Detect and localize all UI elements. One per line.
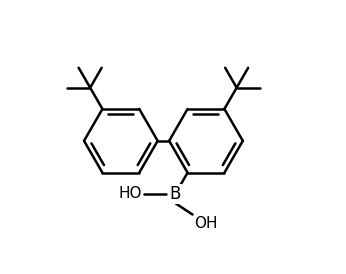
Text: HO: HO xyxy=(118,187,142,201)
Text: B: B xyxy=(170,185,181,203)
Text: OH: OH xyxy=(194,216,218,231)
